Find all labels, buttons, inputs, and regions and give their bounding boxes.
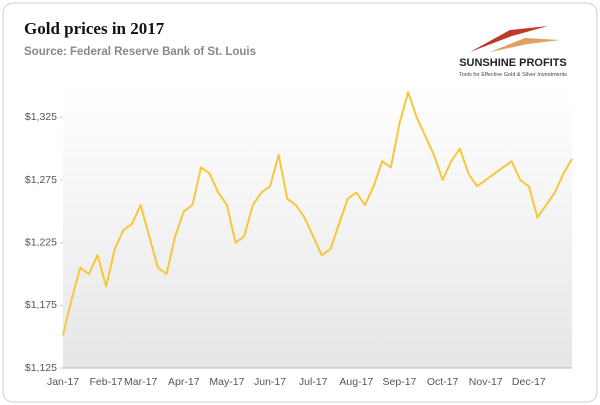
chart-title: Gold prices in 2017 — [24, 19, 165, 38]
x-tick-label: Oct-17 — [427, 376, 459, 388]
logo-name: SUNSHINE PROFITS — [459, 57, 567, 69]
y-tick-label: $1,325 — [25, 111, 57, 123]
chart-subtitle: Source: Federal Reserve Bank of St. Loui… — [24, 46, 256, 58]
x-tick-label: Jun-17 — [254, 376, 286, 388]
y-tick-label: $1,175 — [25, 299, 57, 311]
y-tick-label: $1,275 — [25, 174, 57, 186]
x-tick-label: Mar-17 — [124, 376, 157, 388]
logo-swoosh — [470, 26, 548, 52]
price-line — [62, 91, 573, 336]
logo-swoosh — [490, 38, 560, 52]
y-tick-label: $1,225 — [25, 236, 57, 248]
x-tick-label: May-17 — [209, 376, 244, 388]
logo-tagline: Tools for Effective Gold & Silver Invest… — [459, 72, 567, 78]
x-tick-label: Apr-17 — [168, 376, 200, 388]
x-tick-label: Feb-17 — [89, 376, 122, 388]
plot-area — [63, 86, 572, 368]
x-tick-label: Sep-17 — [383, 376, 417, 388]
logo: SUNSHINE PROFITS Tools for Effective Gol… — [459, 26, 567, 78]
x-tick-label: Nov-17 — [469, 376, 503, 388]
x-tick-label: Dec-17 — [512, 376, 546, 388]
x-tick-label: Jul-17 — [299, 376, 328, 388]
x-tick-label: Aug-17 — [339, 376, 373, 388]
y-tick-label: $1,125 — [25, 362, 57, 374]
x-tick-label: Jan-17 — [47, 376, 79, 388]
